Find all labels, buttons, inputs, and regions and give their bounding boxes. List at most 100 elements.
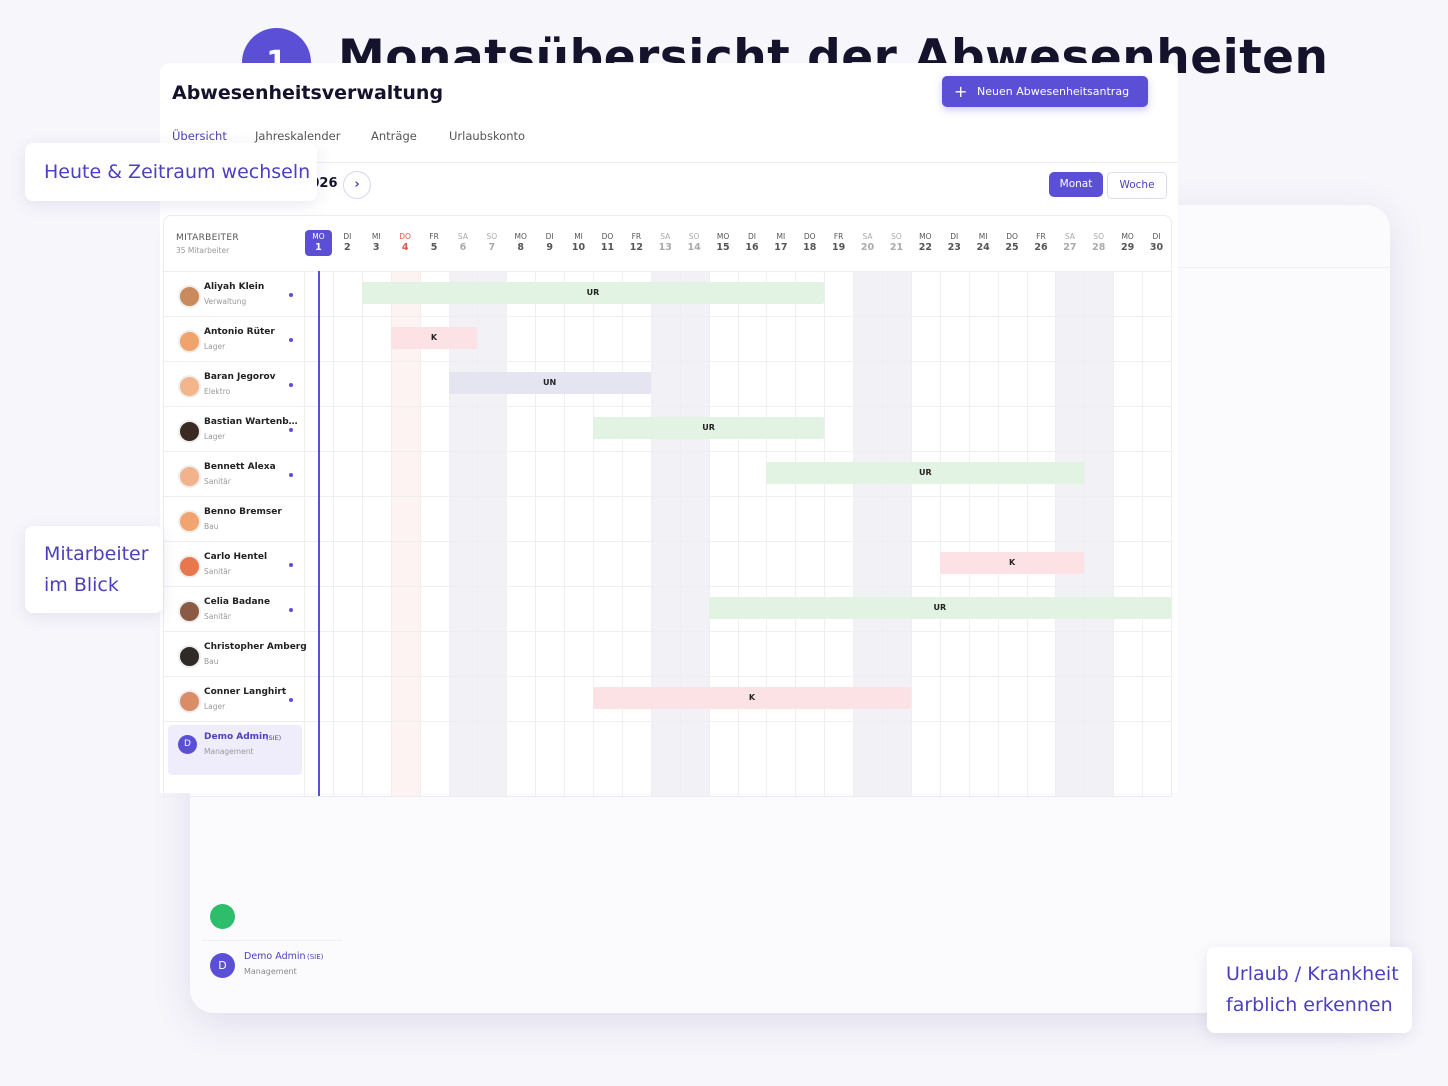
avatar <box>178 600 201 623</box>
day-number: 8 <box>517 242 525 253</box>
weekday: MI <box>978 232 988 241</box>
absence-bar[interactable]: K <box>939 552 1085 574</box>
employee-name[interactable]: Conner Langhirt <box>204 687 287 697</box>
weekday: DI <box>747 232 756 241</box>
day-number: 1 <box>315 242 322 253</box>
day-number: 10 <box>571 242 586 253</box>
avatar <box>178 285 201 308</box>
avatar <box>178 510 201 533</box>
callout: Heute & Zeitraum wechseln <box>25 143 317 201</box>
column-title: MITARBEITER <box>176 233 239 243</box>
main-panel: Abwesenheitsverwaltung + Neuen Abwesenheit… <box>160 63 1178 797</box>
day-column <box>419 271 450 796</box>
user-name: Demo Admin <box>244 951 306 962</box>
absence-bar[interactable]: UN <box>448 372 651 394</box>
status-dot <box>289 428 293 432</box>
weekday: SO <box>891 232 902 241</box>
day-column <box>882 271 912 796</box>
employee-dept: Sanitär <box>204 567 231 576</box>
tab[interactable]: Jahreskalender <box>255 129 341 143</box>
absence-bar[interactable]: UR <box>766 462 1085 484</box>
day-number: 22 <box>918 242 932 253</box>
today-marker <box>305 230 332 256</box>
tab[interactable]: Anträge <box>371 129 417 143</box>
play-button[interactable] <box>210 904 235 929</box>
weekday: MI <box>776 232 786 241</box>
day-number: 25 <box>1005 242 1019 253</box>
tab[interactable]: Urlaubskonto <box>449 129 526 143</box>
day-number: 9 <box>546 242 553 253</box>
new-request-button[interactable]: + Neuen Abwesenheitsantrag <box>942 76 1148 107</box>
absence-bar[interactable]: UR <box>593 417 825 439</box>
absence-bar[interactable]: K <box>390 327 478 349</box>
view-toggle[interactable]: Monat <box>1049 172 1103 197</box>
employee-name[interactable]: Antonio Rüter <box>204 327 275 337</box>
employee-dept: Management <box>204 747 254 756</box>
employee-dept: Sanitär <box>204 477 231 486</box>
weekday: DI <box>545 232 554 241</box>
day-number: 2 <box>344 242 351 253</box>
employee-dept: Bau <box>204 657 219 666</box>
row-line <box>164 496 1171 497</box>
employee-name[interactable]: Demo Admin <box>204 732 269 742</box>
day-column <box>679 271 710 796</box>
day-number: 7 <box>488 242 496 253</box>
day-column <box>448 271 479 796</box>
day-number: 23 <box>947 242 961 253</box>
absence-bar[interactable]: UR <box>361 282 825 304</box>
tab[interactable]: Übersicht <box>172 129 227 143</box>
day-number: 11 <box>600 242 615 253</box>
employee-name[interactable]: Celia Badane <box>204 597 271 607</box>
day-column <box>766 271 796 796</box>
status-dot <box>289 563 293 567</box>
row-line <box>164 451 1171 452</box>
day-number: 15 <box>716 242 730 253</box>
day-number: 28 <box>1092 242 1106 253</box>
row-line <box>164 676 1171 677</box>
day-number: 14 <box>687 242 701 253</box>
day-column <box>910 271 941 796</box>
avatar: D <box>178 735 197 754</box>
employee-name[interactable]: Benno Bremser <box>204 507 282 517</box>
day-column <box>824 271 854 796</box>
button-label: Neuen Abwesenheitsantrag <box>977 85 1130 98</box>
day-column <box>1026 271 1057 796</box>
nav-arrow[interactable]: › <box>343 171 371 199</box>
day-number: 18 <box>803 242 817 253</box>
day-column <box>506 271 536 796</box>
absence-bar[interactable]: UR <box>708 597 1171 619</box>
divider <box>160 162 1178 163</box>
weekday: MO <box>514 232 527 241</box>
employee-name[interactable]: Baran Jegorov <box>204 372 276 382</box>
row-line <box>164 316 1171 317</box>
day-number: 13 <box>658 242 672 253</box>
row-line <box>164 721 1171 722</box>
employee-name[interactable]: Aliyah Klein <box>204 282 265 292</box>
status-dot <box>289 698 293 702</box>
callout-text: farblich erkennen <box>1226 994 1393 1016</box>
weekday: DO <box>1006 232 1018 241</box>
page-title: Abwesenheitsverwaltung <box>172 82 444 104</box>
day-number: 17 <box>774 242 788 253</box>
row-line <box>164 406 1171 407</box>
weekday: FR <box>833 232 844 241</box>
user-tag: (SIE) <box>307 953 324 961</box>
row-line <box>164 631 1171 632</box>
employee-name[interactable]: Bastian Wartenb… <box>204 417 298 427</box>
employee-name[interactable]: Christopher Amberg <box>204 642 307 652</box>
weekday: SO <box>688 232 700 241</box>
avatar: D <box>210 953 235 978</box>
absence-bar[interactable]: K <box>593 687 911 709</box>
view-toggle[interactable]: Woche <box>1107 172 1167 199</box>
day-number: 3 <box>372 242 380 253</box>
employee-dept: Lager <box>204 432 226 441</box>
employee-name[interactable]: Carlo Hentel <box>204 552 268 562</box>
callout-text: Urlaub / Krankheit <box>1226 963 1399 985</box>
day-column <box>853 271 883 796</box>
employee-name[interactable]: Bennett Alexa <box>204 462 276 472</box>
day-number: 20 <box>860 242 875 253</box>
weekday: MO <box>312 232 325 241</box>
employee-dept: Lager <box>204 702 226 711</box>
weekday: FR <box>1036 232 1046 241</box>
